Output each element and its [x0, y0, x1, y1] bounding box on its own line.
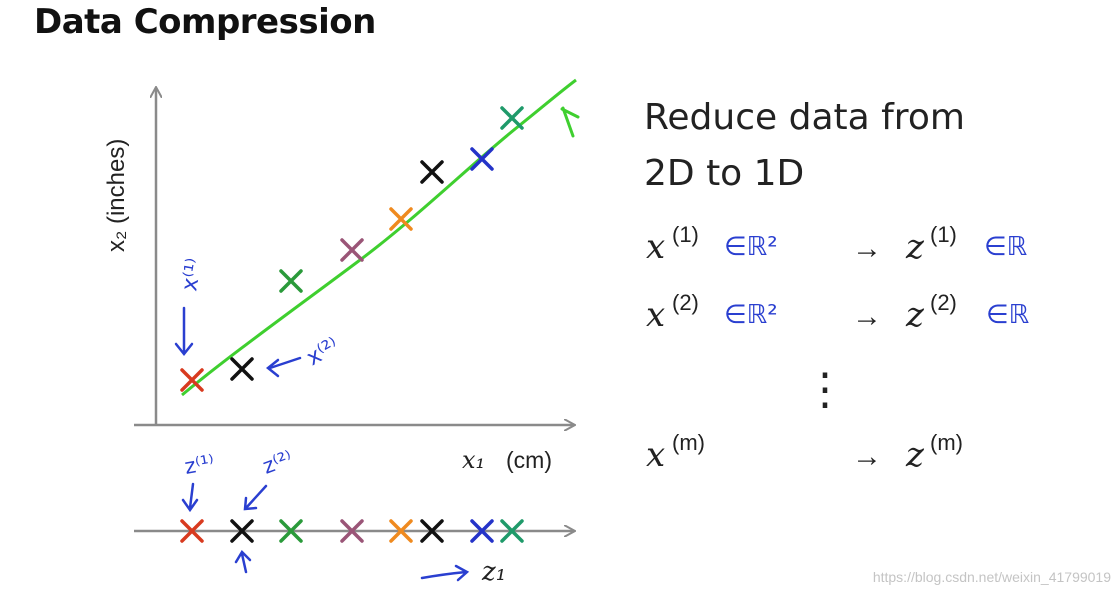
x2-label: x⁽²⁾: [303, 333, 344, 371]
data-point-1d-3: [279, 519, 303, 543]
z2-space: ∈ℝ: [986, 300, 1030, 330]
z2-symbol: z: [905, 295, 925, 335]
x1-label: x⁽¹⁾: [177, 257, 207, 294]
mapping-row-1: x (1) ∈ℝ² → z (1) ∈ℝ: [646, 222, 1028, 267]
arrow-2: →: [852, 300, 882, 333]
z1-symbol: z: [905, 227, 925, 267]
data-point-2d-3: [279, 269, 303, 293]
data-points-2d: [180, 106, 524, 392]
data-point-1d-8: [500, 519, 524, 543]
data-point-1d-5: [389, 519, 413, 543]
data-point-1d-6: [420, 519, 444, 543]
x1-superscript: (1): [672, 222, 699, 247]
z2-superscript: (2): [930, 290, 957, 315]
mapping-row-2: x (2) ∈ℝ² → z (2) ∈ℝ: [646, 290, 1030, 335]
z1-annotation: [181, 482, 199, 513]
data-points-1d: [180, 519, 524, 543]
z-direction-arrow: [420, 564, 470, 582]
reduce-heading-line1: Reduce data from: [644, 97, 965, 138]
z2-annotation: [243, 484, 268, 511]
x2-superscript: (2): [672, 290, 699, 315]
arrow-1: →: [852, 232, 882, 265]
z1-space: ∈ℝ: [984, 232, 1028, 262]
data-point-1d-2: [230, 519, 254, 543]
page-title: Data Compression: [34, 2, 376, 42]
arrow-m: →: [852, 440, 882, 473]
x1-symbol: x: [646, 227, 665, 267]
x2-annotation: [265, 356, 302, 378]
data-point-2d-6: [420, 160, 444, 184]
z1-superscript: (1): [930, 222, 957, 247]
z2-label: z⁽²⁾: [260, 446, 296, 479]
z-axis-label: z₁: [481, 557, 506, 587]
reduce-heading-line2: 2D to 1D: [644, 153, 805, 194]
x2-space: ∈ℝ²: [724, 300, 778, 330]
data-point-2d-7: [470, 147, 494, 171]
x2-symbol: x: [646, 295, 665, 335]
reduce-heading: Reduce data from 2D to 1D: [644, 90, 965, 202]
projection-line: [181, 78, 577, 397]
z1-pointer: [234, 549, 252, 574]
data-point-2d-2: [230, 357, 254, 381]
z1-label: z⁽¹⁾: [183, 450, 216, 479]
x1-annotation: [174, 306, 194, 357]
mapping-row-m: x (m) → z (m): [646, 430, 963, 475]
data-point-2d-5: [389, 207, 413, 231]
data-point-2d-4: [340, 238, 364, 262]
zm-superscript: (m): [930, 430, 963, 455]
x-axis-label-unit: (cm): [506, 447, 552, 473]
data-point-2d-1: [180, 368, 204, 392]
y-axis-label: x₂ (inches): [103, 139, 130, 252]
vertical-ellipsis: ⋮: [803, 365, 847, 414]
watermark: https://blog.csdn.net/weixin_41799019: [872, 569, 1111, 585]
xm-superscript: (m): [672, 430, 705, 455]
x-axis-label-var: x₁: [462, 446, 485, 474]
zm-symbol: z: [905, 435, 925, 475]
data-point-1d-7: [470, 519, 494, 543]
xm-symbol: x: [646, 435, 665, 475]
data-point-2d-8: [500, 106, 524, 130]
data-point-1d-4: [340, 519, 364, 543]
x1-space: ∈ℝ²: [724, 232, 778, 262]
data-point-1d-1: [180, 519, 204, 543]
direction-arrow: [560, 106, 580, 138]
